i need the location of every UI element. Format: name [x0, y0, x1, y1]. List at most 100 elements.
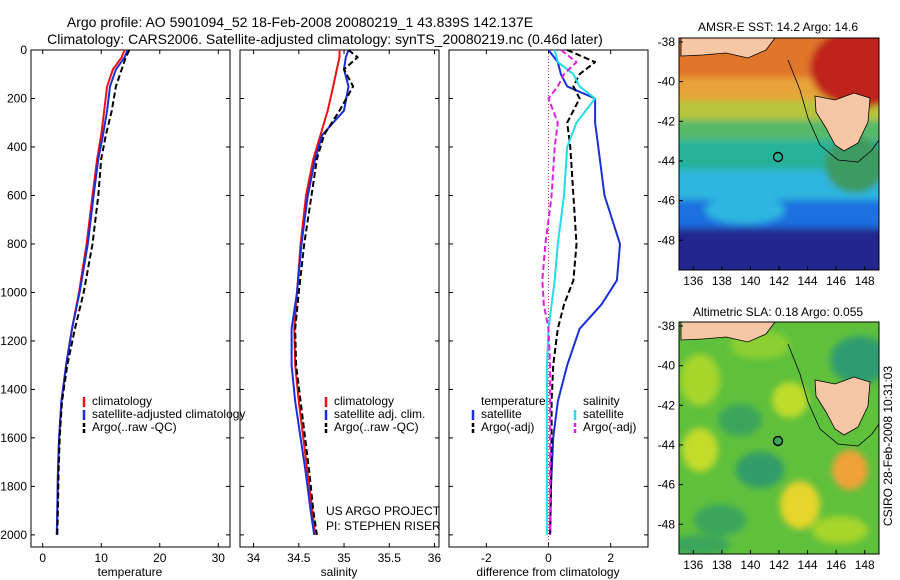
lon-tick-label: 146 [826, 558, 846, 572]
argo-position-marker [772, 151, 784, 163]
lon-tick-label: 140 [740, 558, 760, 572]
x-tick-label: 0 [39, 551, 46, 565]
sla-map-title: Altimetric SLA: 0.18 Argo: 0.055 [693, 305, 863, 319]
series-line-temperature-satellite [547, 49, 621, 535]
y-tick-label: 0 [20, 43, 27, 57]
lon-tick-label: 148 [855, 558, 875, 572]
sst-map-panel: AMSR-E SST: 14.2 Argo: 14.6 136 138 1 [658, 20, 880, 288]
lat-tick-label: -42 [658, 114, 676, 128]
legend-label-sal-argo: Argo(-adj) [583, 420, 636, 434]
legend-label-temp-argo: Argo(-adj) [481, 420, 534, 434]
x-tick-label: 10 [95, 551, 109, 565]
lat-tick-label: -44 [658, 438, 676, 452]
series-line-argo-raw-qc [56, 49, 131, 535]
temperature-profile-panel: temperature 0 10 20 30 0 200 400 600 800 1000 1200… [0, 43, 231, 579]
x-tick-label: 20 [153, 551, 167, 565]
depth-contour [787, 343, 879, 447]
legend-label-satellite: satellite-adjusted climatology [92, 407, 245, 421]
lat-tick-label: -40 [658, 75, 676, 89]
series-line-salinity-satellite [545, 49, 597, 535]
y-tick-label: 600 [7, 188, 27, 202]
y-tick-label: 1200 [0, 334, 27, 348]
y-tick-label: 400 [7, 140, 27, 154]
legend-label-sal-satellite: satellite [583, 407, 624, 421]
difference-axes-frame [448, 49, 649, 548]
legend-label-satellite: satellite adj. clim. [334, 407, 425, 421]
legend-label-climatology: climatology [92, 394, 152, 408]
pi-credit: PI: STEPHEN RISER [326, 519, 441, 533]
lon-tick-label: 140 [740, 274, 760, 288]
y-tick-label: 1800 [0, 479, 27, 493]
sla-map-panel: Altimetric SLA: 0.18 Argo: 0.055 [658, 305, 880, 572]
x-tick-label: 34 [247, 551, 261, 565]
lat-tick-label: -46 [658, 194, 676, 208]
difference-legend: temperature salinity satellite Argo(-adj… [471, 394, 636, 434]
lon-tick-label: 142 [769, 558, 789, 572]
series-line-satellite-adjusted-climatology [55, 49, 129, 535]
header-line-1: Argo profile: AO 5901094_52 18-Feb-2008 … [67, 14, 533, 30]
project-credit: US ARGO PROJECT [326, 504, 441, 518]
lon-tick-label: 144 [798, 558, 818, 572]
lon-tick-label: 144 [798, 274, 818, 288]
australia-coast [680, 322, 776, 343]
lat-tick-label: -48 [658, 233, 676, 247]
temperature-legend: climatology satellite-adjusted climatolo… [82, 394, 245, 434]
x-tick-label: 30 [212, 551, 226, 565]
legend-heading-salinity: salinity [583, 394, 620, 408]
salinity-profile-panel: salinity 34 34.5 35 35.5 36 [239, 49, 442, 579]
y-tick-label: 1000 [0, 285, 27, 299]
lat-tick-label: -38 [658, 319, 676, 333]
lon-tick-label: 142 [769, 274, 789, 288]
x-tick-label: 36 [428, 551, 442, 565]
series-line-argo-raw-qc [294, 49, 359, 536]
header-line-2: Climatology: CARS2006. Satellite-adjuste… [47, 31, 603, 47]
csiro-timestamp: CSIRO 28-Feb-2008 10:31:03 [881, 366, 895, 526]
lon-tick-label: 148 [855, 274, 875, 288]
y-tick-label: 1400 [0, 382, 27, 396]
depth-contour [787, 59, 879, 163]
sst-map-title: AMSR-E SST: 14.2 Argo: 14.6 [698, 20, 858, 34]
y-tick-label: 1600 [0, 431, 27, 445]
series-line-climatology [55, 49, 126, 535]
tasmania-coast [814, 92, 871, 152]
x-tick-label: 35.5 [378, 551, 402, 565]
argo-position-marker [772, 435, 784, 447]
legend-label-argo: Argo(..raw -QC) [92, 420, 177, 434]
temperature-xlabel: temperature [98, 565, 163, 579]
lat-tick-label: -40 [658, 359, 676, 373]
lon-tick-label: 138 [712, 558, 732, 572]
tasmania-coast [814, 376, 871, 436]
sla-field [679, 331, 879, 554]
salinity-axes-frame [239, 49, 440, 548]
lat-tick-label: -42 [658, 398, 676, 412]
salinity-legend: climatology satellite adj. clim. Argo(..… [324, 394, 425, 434]
x-tick-label: -2 [481, 551, 492, 565]
salinity-xlabel: salinity [321, 565, 358, 579]
temperature-axes-frame [30, 49, 231, 548]
x-tick-label: 34.5 [287, 551, 311, 565]
legend-label-climatology: climatology [334, 394, 394, 408]
legend-label-argo: Argo(..raw -QC) [334, 420, 419, 434]
series-line-salinity-argo-adj [541, 49, 578, 535]
legend-label-temp-satellite: satellite [481, 407, 522, 421]
y-tick-label: 200 [7, 91, 27, 105]
series-line-satellite-adj-clim [290, 49, 350, 536]
lon-tick-label: 146 [826, 274, 846, 288]
x-tick-label: 35 [337, 551, 351, 565]
lat-tick-label: -38 [658, 35, 676, 49]
difference-profile-panel: difference from climatology -2 0 2 [448, 49, 649, 579]
series-line-temperature-argo-adj [549, 49, 597, 535]
lon-tick-label: 136 [683, 274, 703, 288]
x-tick-label: 0 [545, 551, 552, 565]
y-tick-label: 800 [7, 237, 27, 251]
lat-tick-label: -48 [658, 517, 676, 531]
difference-xlabel: difference from climatology [476, 565, 619, 579]
lat-tick-label: -46 [658, 478, 676, 492]
y-tick-label: 2000 [0, 528, 27, 542]
legend-heading-temperature: temperature [481, 394, 546, 408]
sst-field [679, 38, 879, 270]
lat-tick-label: -44 [658, 154, 676, 168]
lon-tick-label: 138 [712, 274, 732, 288]
lon-tick-label: 136 [683, 558, 703, 572]
